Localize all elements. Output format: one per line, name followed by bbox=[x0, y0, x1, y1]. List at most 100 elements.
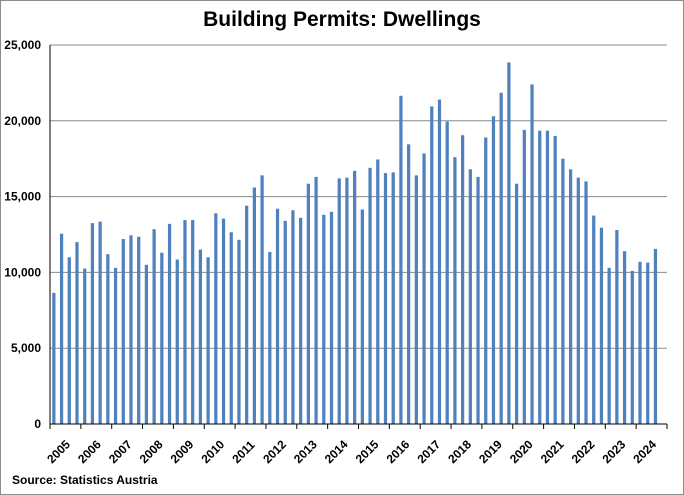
x-tick-label: 2014 bbox=[322, 437, 351, 466]
bar bbox=[90, 223, 95, 424]
bar bbox=[453, 157, 457, 424]
source-note: Source: Statistics Austria bbox=[12, 473, 158, 487]
x-tick-label: 2009 bbox=[168, 437, 197, 466]
bar bbox=[538, 130, 542, 425]
bar bbox=[460, 135, 465, 424]
bar bbox=[514, 183, 519, 424]
bar bbox=[129, 235, 133, 424]
bar bbox=[83, 268, 87, 424]
bar bbox=[615, 229, 619, 424]
bar bbox=[383, 173, 388, 424]
bar bbox=[592, 215, 596, 424]
bar bbox=[183, 220, 187, 424]
bar bbox=[260, 175, 264, 424]
bar bbox=[530, 84, 534, 424]
bar bbox=[599, 227, 604, 424]
bar bbox=[314, 176, 318, 424]
x-tick-label: 2018 bbox=[445, 437, 474, 466]
bar bbox=[283, 220, 287, 424]
bar bbox=[144, 264, 149, 424]
bar bbox=[160, 252, 164, 424]
bar bbox=[491, 116, 496, 424]
bar bbox=[52, 292, 56, 424]
bar bbox=[653, 248, 658, 424]
bar bbox=[391, 172, 395, 424]
bar bbox=[106, 254, 110, 424]
chart-title: Building Permits: Dwellings bbox=[203, 8, 481, 31]
bar bbox=[607, 267, 611, 424]
bar bbox=[322, 214, 326, 424]
x-tick-label: 2023 bbox=[600, 437, 629, 466]
bar bbox=[59, 233, 64, 424]
bar bbox=[275, 208, 280, 424]
bar bbox=[229, 232, 233, 424]
x-tick-label: 2019 bbox=[476, 437, 505, 466]
bar bbox=[646, 262, 650, 424]
bar bbox=[198, 249, 203, 424]
bar bbox=[468, 169, 472, 424]
x-tick-label: 2011 bbox=[229, 438, 258, 467]
bar bbox=[484, 137, 488, 424]
bar bbox=[407, 144, 411, 424]
x-tick-label: 2007 bbox=[106, 437, 135, 466]
bar bbox=[137, 236, 141, 424]
x-tick-label: 2010 bbox=[198, 437, 227, 466]
x-tick-label: 2020 bbox=[507, 437, 536, 466]
y-tick-label: 10,000 bbox=[4, 265, 41, 279]
x-tick-label: 2005 bbox=[44, 437, 73, 466]
bar bbox=[476, 176, 480, 424]
bar bbox=[214, 213, 218, 424]
bar bbox=[622, 251, 627, 424]
bar bbox=[638, 261, 642, 424]
bar bbox=[268, 251, 272, 424]
bar bbox=[152, 229, 156, 424]
bar bbox=[499, 92, 503, 424]
bar bbox=[561, 158, 565, 424]
bar bbox=[306, 183, 310, 424]
y-tick-label: 0 bbox=[34, 417, 41, 431]
y-tick-label: 20,000 bbox=[4, 114, 41, 128]
x-tick-label: 2013 bbox=[291, 437, 320, 466]
bar bbox=[353, 170, 357, 424]
x-tick-label: 2024 bbox=[630, 437, 659, 466]
bar bbox=[368, 167, 372, 424]
bar bbox=[237, 239, 241, 424]
x-tick-label: 2015 bbox=[353, 437, 382, 466]
x-tick-label: 2022 bbox=[569, 437, 598, 466]
bar bbox=[414, 175, 418, 424]
bar bbox=[507, 62, 511, 425]
bar bbox=[345, 177, 349, 424]
bar bbox=[430, 106, 434, 424]
bar bbox=[191, 220, 195, 424]
bar bbox=[360, 209, 364, 424]
x-tick-label: 2016 bbox=[384, 437, 413, 466]
bar bbox=[568, 169, 573, 424]
bar bbox=[329, 211, 334, 424]
x-tick-label: 2021 bbox=[538, 437, 567, 466]
bar bbox=[437, 99, 442, 425]
x-tick-label: 2017 bbox=[414, 437, 443, 466]
bar bbox=[553, 135, 557, 424]
bar bbox=[206, 257, 210, 424]
x-tick-label: 2012 bbox=[260, 437, 289, 466]
bar bbox=[584, 181, 588, 424]
bar bbox=[445, 121, 449, 425]
bar bbox=[399, 95, 403, 424]
bar bbox=[291, 210, 295, 424]
bar bbox=[422, 153, 426, 425]
bar bbox=[67, 257, 71, 424]
bar bbox=[299, 217, 303, 424]
bar bbox=[630, 270, 634, 424]
bar bbox=[252, 187, 257, 424]
bar bbox=[121, 239, 125, 424]
bar bbox=[75, 242, 79, 424]
y-tick-label: 25,000 bbox=[4, 38, 41, 52]
bar bbox=[245, 205, 249, 424]
bar bbox=[221, 218, 226, 424]
bar bbox=[337, 178, 341, 424]
x-tick-label: 2008 bbox=[137, 437, 166, 466]
bar bbox=[113, 267, 118, 424]
y-tick-label: 15,000 bbox=[4, 190, 41, 204]
y-tick-label: 5,000 bbox=[11, 341, 41, 355]
